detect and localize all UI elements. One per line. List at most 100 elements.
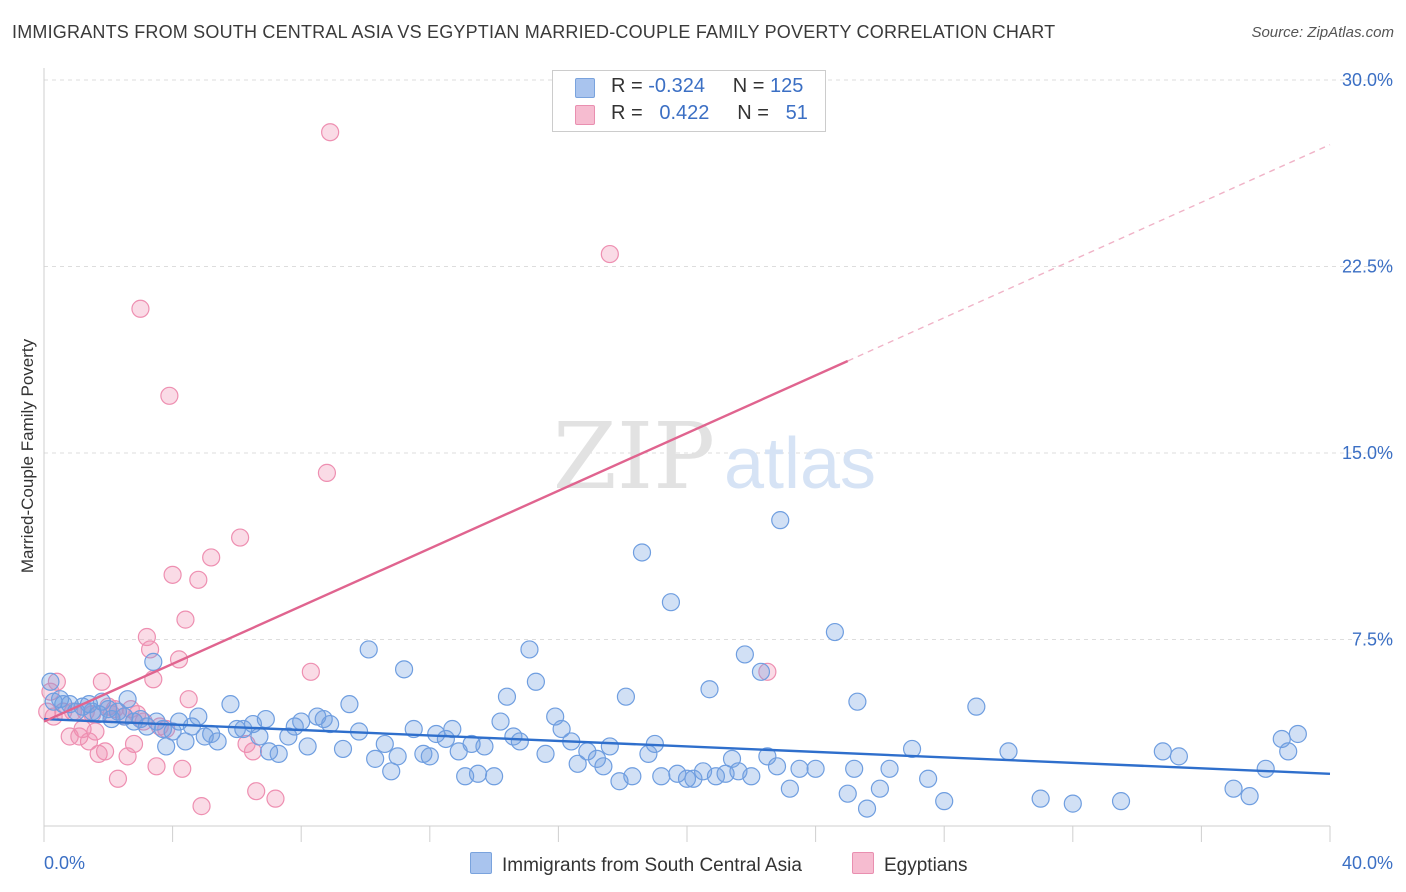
- south-central-asia-point: [208, 732, 227, 751]
- south-central-asia-point: [552, 719, 571, 739]
- south-central-asia-point: [857, 799, 877, 818]
- egyptians-point: [124, 734, 144, 754]
- legend-r-value: 0.422: [659, 102, 710, 124]
- south-central-asia-point: [684, 769, 703, 788]
- south-central-asia-point: [848, 692, 867, 711]
- south-central-asia-point: [269, 744, 288, 763]
- egyptians-point: [92, 672, 111, 691]
- south-central-asia-point: [568, 754, 587, 773]
- bottom-legend-blue: Immigrants from South Central Asia: [470, 852, 802, 877]
- bottom-legend-swatch-blue: [470, 852, 492, 874]
- legend-n-label: N =: [732, 75, 765, 97]
- tick-labels: 7.5% 15.0% 22.5% 30.0% 0.0% 40.0%: [44, 70, 1393, 873]
- south-central-asia-point: [394, 660, 414, 679]
- watermark: ZIP atlas: [553, 403, 876, 510]
- egyptians-point: [301, 662, 320, 681]
- south-central-asia-point: [767, 757, 787, 776]
- south-central-asia-point: [790, 759, 809, 778]
- trendline-egyptians-extension: [847, 144, 1331, 362]
- south-central-asia-point: [661, 593, 681, 612]
- south-central-asia-point: [623, 767, 642, 786]
- south-central-asia-point: [742, 767, 761, 786]
- watermark-atlas: atlas: [724, 424, 876, 504]
- south-central-asia-point: [1111, 792, 1131, 811]
- south-central-asia-point: [632, 543, 652, 562]
- egyptians-point: [95, 742, 115, 761]
- south-central-asia-point: [375, 734, 394, 754]
- south-central-asia-point: [497, 687, 517, 706]
- south-central-asia-point: [735, 645, 754, 664]
- south-central-asia-point: [41, 672, 60, 691]
- south-central-asia-point: [298, 737, 317, 756]
- south-central-asia-point: [250, 727, 269, 746]
- south-central-asia-point: [536, 744, 555, 763]
- south-central-asia-point: [491, 712, 510, 731]
- trendlines: [43, 144, 1331, 775]
- y-tick-label: 15.0%: [1342, 443, 1393, 463]
- egyptians-point: [247, 782, 266, 801]
- egyptians-point: [202, 548, 221, 567]
- bottom-legend-label-blue: Immigrants from South Central Asia: [502, 855, 802, 876]
- south-central-asia-point: [594, 757, 613, 776]
- gridlines: [44, 79, 1392, 640]
- south-central-asia-point: [758, 747, 777, 766]
- south-central-asia-point: [838, 784, 857, 803]
- egyptians-point: [147, 757, 166, 776]
- south-central-asia-point: [1224, 779, 1243, 798]
- x-tick-label: 0.0%: [44, 853, 85, 873]
- legend-n-value: 125: [770, 75, 804, 97]
- legend-swatch-pink: [575, 105, 595, 125]
- egyptians-point: [108, 769, 128, 788]
- egyptians-point: [47, 672, 66, 691]
- south-central-asia-point: [404, 719, 423, 739]
- south-central-asia-point: [468, 764, 488, 783]
- egyptians-point: [160, 386, 179, 405]
- south-central-asia-point: [751, 662, 771, 681]
- egyptians-point: [266, 789, 285, 808]
- south-central-asia-point: [443, 719, 462, 739]
- south-central-asia-point: [118, 690, 137, 709]
- trendline-south-central-asia: [43, 717, 1331, 775]
- south-central-asia-point: [292, 712, 311, 731]
- egyptians-point: [758, 662, 777, 681]
- egyptians-point: [79, 732, 99, 751]
- south-central-asia-point: [50, 690, 70, 709]
- south-central-asia-point: [806, 759, 825, 778]
- south-central-asia-point: [256, 709, 275, 729]
- south-central-asia-point: [1063, 794, 1082, 813]
- chart-title: IMMIGRANTS FROM SOUTH CENTRAL ASIA VS EG…: [12, 22, 1056, 42]
- y-tick-label: 22.5%: [1342, 257, 1393, 277]
- south-central-asia-point: [189, 707, 208, 726]
- egyptians-point: [189, 570, 208, 589]
- legend-n-label: N =: [737, 102, 769, 124]
- y-tick-label: 7.5%: [1352, 630, 1393, 650]
- egyptians-point: [317, 463, 337, 482]
- south-central-asia-point: [999, 742, 1018, 761]
- south-central-asia-point: [1169, 747, 1188, 766]
- south-central-asia-point: [587, 749, 607, 768]
- south-central-asia-point: [652, 767, 671, 786]
- south-central-asia-point: [221, 695, 240, 714]
- egyptians-point: [600, 244, 619, 264]
- south-central-asia-point: [388, 747, 407, 766]
- bottom-legend-pink: Egyptians: [852, 852, 967, 877]
- south-central-asia-point: [677, 769, 697, 788]
- egyptians-point: [163, 565, 182, 584]
- south-central-asia-point: [359, 640, 378, 659]
- south-central-asia-point: [1279, 742, 1298, 761]
- south-central-asia-point: [279, 727, 298, 746]
- bottom-legend-label-pink: Egyptians: [884, 855, 968, 876]
- south-central-asia-point: [526, 672, 545, 691]
- south-central-asia-point: [510, 732, 529, 751]
- axes: [43, 68, 1331, 842]
- south-central-asia-point: [520, 640, 539, 659]
- egyptians-point: [131, 299, 150, 318]
- south-central-asia-point: [880, 759, 899, 778]
- south-central-asia-point: [1240, 787, 1259, 806]
- south-central-asia-points: [41, 511, 1307, 818]
- south-central-asia-point: [935, 792, 954, 811]
- south-central-asia-point: [845, 759, 864, 778]
- y-tick-label: 30.0%: [1342, 70, 1393, 90]
- south-central-asia-point: [600, 737, 619, 756]
